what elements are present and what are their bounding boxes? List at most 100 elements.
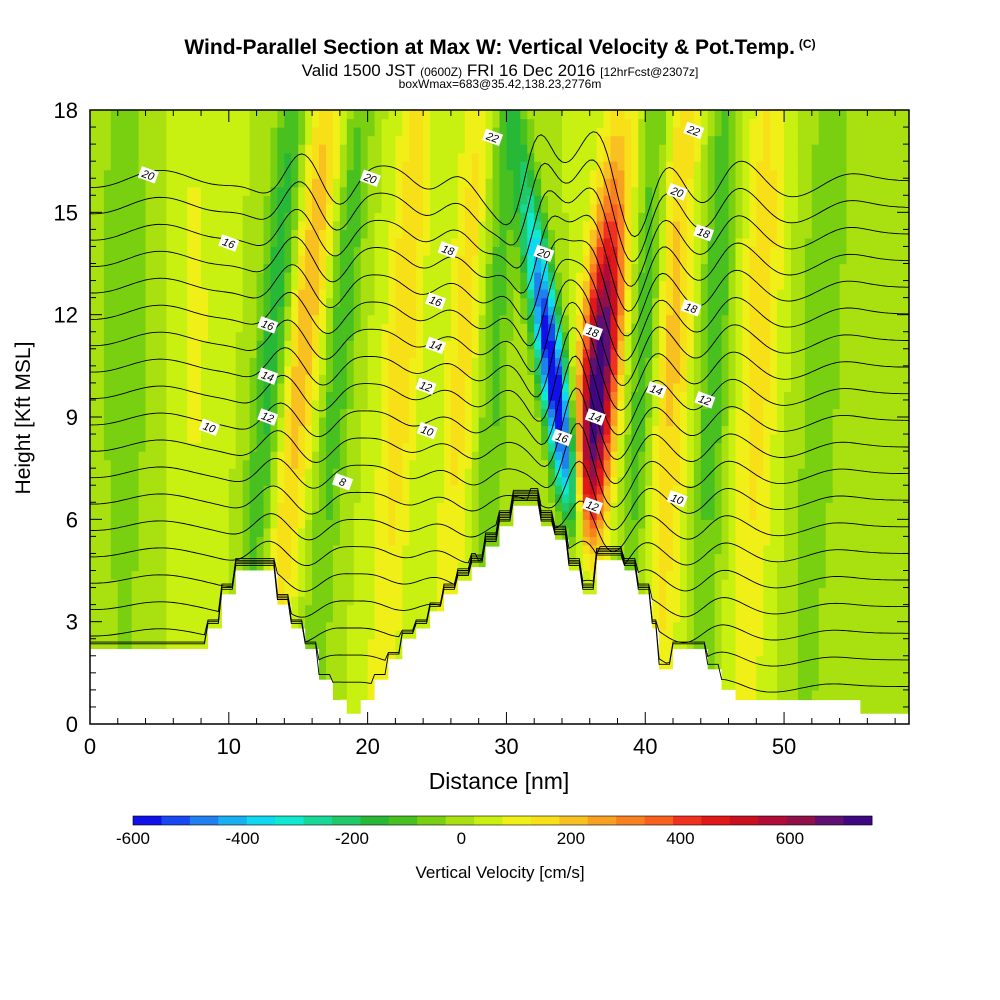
velocity-cell bbox=[437, 570, 445, 580]
velocity-cell bbox=[194, 553, 202, 563]
velocity-cell bbox=[124, 587, 133, 597]
velocity-cell bbox=[166, 527, 174, 537]
velocity-cell bbox=[437, 365, 445, 375]
velocity-cell bbox=[520, 144, 528, 154]
velocity-cell bbox=[541, 152, 549, 162]
velocity-cell bbox=[291, 451, 299, 461]
velocity-cell bbox=[325, 263, 334, 273]
velocity-cell bbox=[235, 135, 244, 145]
velocity-cell bbox=[214, 357, 223, 367]
velocity-cell bbox=[423, 229, 431, 239]
velocity-cell bbox=[277, 382, 285, 393]
velocity-cell bbox=[520, 408, 528, 418]
velocity-cell bbox=[506, 442, 514, 452]
velocity-cell bbox=[353, 527, 362, 537]
velocity-cell bbox=[194, 357, 202, 367]
velocity-cell bbox=[214, 561, 223, 572]
velocity-cell bbox=[312, 297, 320, 307]
velocity-cell bbox=[437, 110, 445, 120]
velocity-cell bbox=[159, 203, 167, 213]
velocity-cell bbox=[145, 152, 154, 162]
velocity-cell bbox=[228, 374, 237, 384]
velocity-cell bbox=[152, 127, 161, 137]
velocity-cell bbox=[430, 510, 438, 520]
velocity-cell bbox=[207, 195, 216, 205]
velocity-cell bbox=[325, 630, 334, 640]
velocity-cell bbox=[173, 237, 181, 248]
velocity-cell bbox=[332, 647, 341, 657]
velocity-cell bbox=[492, 459, 501, 469]
velocity-cell bbox=[339, 468, 348, 478]
velocity-cell bbox=[485, 161, 494, 171]
velocity-cell bbox=[284, 314, 292, 324]
velocity-cell bbox=[464, 476, 473, 486]
velocity-cell bbox=[541, 237, 549, 248]
velocity-cell bbox=[388, 314, 396, 324]
velocity-cell bbox=[201, 254, 209, 265]
velocity-cell bbox=[471, 203, 480, 213]
velocity-cell bbox=[284, 365, 292, 375]
velocity-cell bbox=[207, 596, 216, 606]
velocity-cell bbox=[541, 374, 549, 384]
velocity-cell bbox=[478, 502, 487, 512]
velocity-cell bbox=[471, 519, 480, 529]
velocity-cell bbox=[256, 272, 265, 282]
velocity-cell bbox=[298, 485, 306, 495]
velocity-cell bbox=[416, 254, 424, 265]
velocity-cell bbox=[430, 203, 438, 213]
velocity-cell bbox=[520, 391, 528, 401]
velocity-cell bbox=[395, 382, 403, 393]
velocity-cell bbox=[388, 596, 396, 606]
velocity-cell bbox=[353, 195, 362, 205]
velocity-cell bbox=[325, 417, 334, 427]
velocity-cell bbox=[291, 135, 299, 145]
velocity-cell bbox=[221, 374, 230, 384]
velocity-cell bbox=[319, 459, 327, 469]
velocity-cell bbox=[492, 118, 501, 128]
velocity-cell bbox=[166, 229, 174, 239]
velocity-cell bbox=[541, 510, 549, 520]
velocity-cell bbox=[249, 229, 258, 239]
velocity-cell bbox=[346, 178, 355, 188]
velocity-cell bbox=[332, 127, 341, 137]
velocity-cell bbox=[90, 408, 98, 418]
velocity-cell bbox=[90, 493, 98, 503]
velocity-cell bbox=[450, 289, 459, 299]
velocity-cell bbox=[298, 220, 306, 230]
velocity-cell bbox=[242, 212, 251, 222]
velocity-cell bbox=[103, 570, 112, 580]
velocity-cell bbox=[423, 596, 431, 606]
velocity-cell bbox=[110, 323, 119, 333]
velocity-cell bbox=[561, 135, 570, 145]
velocity-cell bbox=[561, 468, 570, 478]
velocity-cell bbox=[478, 118, 487, 128]
velocity-cell bbox=[367, 203, 376, 213]
velocity-cell bbox=[402, 195, 410, 205]
velocity-cell bbox=[555, 229, 563, 239]
velocity-cell bbox=[235, 306, 244, 316]
velocity-cell bbox=[541, 468, 549, 478]
velocity-cell bbox=[194, 323, 202, 333]
velocity-cell bbox=[263, 527, 272, 537]
velocity-cell bbox=[541, 306, 549, 316]
velocity-cell bbox=[124, 289, 133, 299]
velocity-cell bbox=[117, 561, 126, 572]
velocity-cell bbox=[159, 459, 167, 469]
velocity-cell bbox=[166, 621, 174, 631]
velocity-cell bbox=[159, 186, 167, 196]
velocity-cell bbox=[138, 613, 147, 623]
velocity-cell bbox=[423, 365, 431, 375]
velocity-cell bbox=[117, 536, 126, 546]
velocity-cell bbox=[492, 152, 501, 162]
velocity-cell bbox=[152, 382, 161, 393]
velocity-cell bbox=[332, 289, 341, 299]
velocity-cell bbox=[180, 544, 188, 555]
velocity-cell bbox=[367, 476, 376, 486]
velocity-cell bbox=[513, 408, 521, 418]
velocity-cell bbox=[152, 186, 161, 196]
velocity-cell bbox=[346, 502, 355, 512]
velocity-cell bbox=[180, 186, 188, 196]
velocity-cell bbox=[353, 417, 362, 427]
velocity-cell bbox=[152, 638, 161, 648]
velocity-cell bbox=[180, 212, 188, 222]
